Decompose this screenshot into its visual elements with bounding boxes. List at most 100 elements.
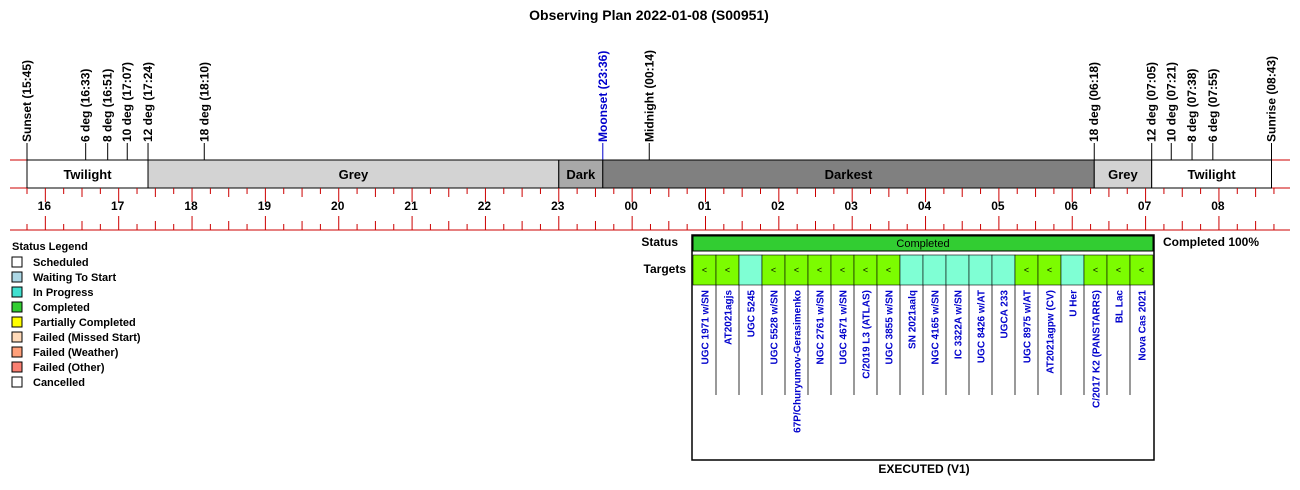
- hour-label: 03: [845, 199, 859, 213]
- target-name: SN 2021aalq: [908, 290, 919, 349]
- target-name: UGC 8975 w/AT: [1023, 290, 1034, 363]
- target-cell: [968, 254, 993, 286]
- legend-title: Status Legend: [12, 241, 88, 253]
- target-cell: [899, 254, 924, 286]
- target-cell: [922, 254, 947, 286]
- execution-panel: Status Completed 100% Targets EXECUTED (…: [641, 234, 1259, 476]
- event-label: 12 deg (17:24): [141, 62, 155, 142]
- legend-swatch: [11, 301, 23, 313]
- target-mark: <: [771, 265, 776, 275]
- target-mark: <: [886, 265, 891, 275]
- target-cell: [1129, 254, 1154, 286]
- event-label: Moonset (23:36): [596, 51, 610, 142]
- event-label: Sunset (15:45): [20, 60, 34, 142]
- hour-label: 07: [1138, 199, 1152, 213]
- hour-label: 02: [771, 199, 785, 213]
- target-mark: <: [725, 265, 730, 275]
- target-name: UGC 8426 w/AT: [977, 290, 988, 363]
- event-label: 12 deg (07:05): [1145, 62, 1159, 142]
- hour-label: 20: [331, 199, 345, 213]
- hour-label: 08: [1211, 199, 1225, 213]
- target-name: UGC 4671 w/SN: [839, 290, 850, 364]
- target-cell: [1060, 254, 1085, 286]
- target-name: Nova Cas 2021: [1138, 290, 1149, 361]
- target-name: NGC 2761 w/SN: [816, 290, 827, 364]
- event-label: 6 deg (07:55): [1206, 69, 1220, 142]
- hour-label: 04: [918, 199, 932, 213]
- event-label: 8 deg (07:38): [1185, 69, 1199, 142]
- legend-item-label: Waiting To Start: [33, 272, 116, 284]
- hour-axis: 16 17 18 19 20 21 22 23 00 01 02 03 04 05 06 07 08: [10, 188, 1290, 231]
- target-mark: <: [840, 265, 845, 275]
- phase-band: [558, 159, 604, 189]
- target-cell: [738, 254, 763, 286]
- event-label: 18 deg (06:18): [1087, 62, 1101, 142]
- panel-caption: EXECUTED (V1): [878, 462, 969, 476]
- target-name: UGC 1971 w/SN: [701, 290, 712, 364]
- legend-swatch: [11, 361, 23, 373]
- legend-swatch: [11, 256, 23, 268]
- target-name: IC 3322A w/SN: [954, 290, 965, 359]
- phase-band: [1093, 159, 1153, 189]
- target-name: UGC 5245: [747, 290, 758, 338]
- target-name: UGC 3855 w/SN: [885, 290, 896, 364]
- hour-label: 16: [38, 199, 52, 213]
- event-label: 10 deg (07:21): [1164, 62, 1178, 142]
- event-label: 8 deg (16:51): [101, 69, 115, 142]
- status-row-label: Status: [641, 235, 678, 249]
- target-cell: [945, 254, 970, 286]
- status-legend: Status Legend Scheduled Waiting To Start I…: [11, 241, 141, 389]
- phase-label: Grey: [1108, 167, 1138, 182]
- phase-band: [1151, 159, 1273, 189]
- target-name: C/2017 K2 (PANSTARRS): [1092, 290, 1103, 408]
- target-mark: <: [1024, 265, 1029, 275]
- hour-label: 18: [184, 199, 198, 213]
- target-name: 67P/Churyumov-Gerasimenko: [793, 290, 804, 433]
- hour-label: 00: [624, 199, 638, 213]
- legend-item-label: Cancelled: [33, 377, 85, 389]
- target-name: NGC 4165 w/SN: [931, 290, 942, 364]
- legend-item-label: Failed (Missed Start): [33, 332, 141, 344]
- legend-swatch: [11, 331, 23, 343]
- status-bar: [692, 235, 1154, 252]
- target-name: UGC 5528 w/SN: [770, 290, 781, 364]
- target-cell: [991, 254, 1016, 286]
- hour-label: 05: [991, 199, 1005, 213]
- legend-item-label: Failed (Other): [33, 362, 105, 374]
- target-mark: <: [863, 265, 868, 275]
- target-name: BL Lac: [1115, 290, 1126, 324]
- hour-label: 01: [698, 199, 712, 213]
- legend-swatch: [11, 376, 23, 388]
- hour-label: 17: [111, 199, 125, 213]
- target-name: AT2021agjs: [724, 290, 735, 345]
- target-mark: <: [1047, 265, 1052, 275]
- night-phase-bands: Twilight Grey Dark Darkest Grey Twilight: [10, 159, 1290, 189]
- target-name: UGCA 233: [1000, 290, 1011, 339]
- event-label: 6 deg (16:33): [79, 69, 93, 142]
- legend-item-label: In Progress: [33, 287, 94, 299]
- legend-swatch: [11, 316, 23, 328]
- target-mark: <: [1093, 265, 1098, 275]
- target-mark: <: [702, 265, 707, 275]
- target-mark: <: [817, 265, 822, 275]
- hour-label: 19: [258, 199, 272, 213]
- target-mark: <: [1139, 265, 1144, 275]
- phase-label: Twilight: [1188, 167, 1237, 182]
- hour-label: 22: [478, 199, 492, 213]
- legend-item-label: Completed: [33, 302, 90, 314]
- legend-item-label: Scheduled: [33, 257, 89, 269]
- phase-label: Darkest: [825, 167, 873, 182]
- status-summary: Completed 100%: [1163, 235, 1259, 249]
- phase-label: Dark: [566, 167, 596, 182]
- legend-swatch: [11, 346, 23, 358]
- target-name: U Her: [1069, 290, 1080, 317]
- hour-label: 21: [404, 199, 418, 213]
- status-value: Completed: [896, 238, 949, 250]
- phase-label: Twilight: [63, 167, 112, 182]
- event-label: 10 deg (17:07): [120, 62, 134, 142]
- hour-label: 06: [1065, 199, 1079, 213]
- legend-swatch: [11, 271, 23, 283]
- legend-swatch: [11, 286, 23, 298]
- legend-item-label: Failed (Weather): [33, 347, 119, 359]
